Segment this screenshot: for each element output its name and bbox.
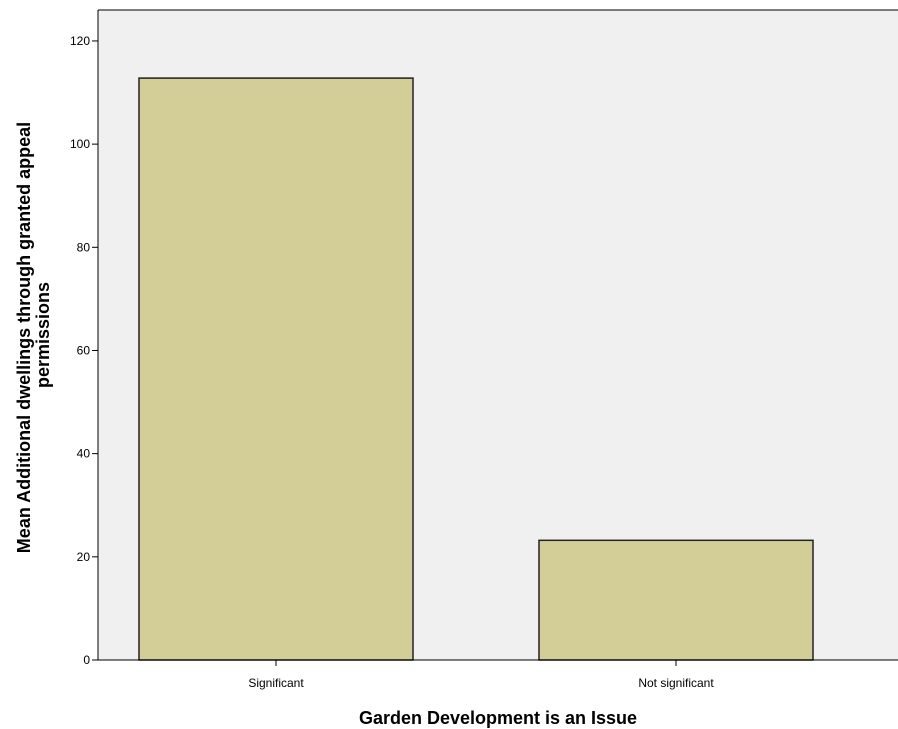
x-tick-label: Not significant <box>638 676 714 690</box>
x-tick-label: Significant <box>248 676 304 690</box>
bars-group <box>138 77 814 661</box>
y-ticks-group: 0 20 40 60 80 100 120 <box>70 34 98 667</box>
y-tick-label: 80 <box>77 240 91 254</box>
y-tick-label: 60 <box>77 343 91 357</box>
y-tick-label: 40 <box>77 447 91 461</box>
y-axis-title: Mean Additional dwellings through grante… <box>14 117 53 553</box>
y-axis-title-line-1: Mean Additional dwellings through grante… <box>14 122 34 553</box>
bar-significant <box>138 77 414 661</box>
bar-not-significant <box>538 539 814 661</box>
y-tick-label: 20 <box>77 550 91 564</box>
y-tick-label: 120 <box>70 34 90 48</box>
x-ticks-group: Significant Not significant <box>248 660 714 690</box>
y-tick-label: 100 <box>70 137 90 151</box>
x-axis-title: Garden Development is an Issue <box>359 708 637 728</box>
y-axis-title-line-2: permissions <box>33 282 53 388</box>
y-tick-label: 0 <box>83 653 90 667</box>
